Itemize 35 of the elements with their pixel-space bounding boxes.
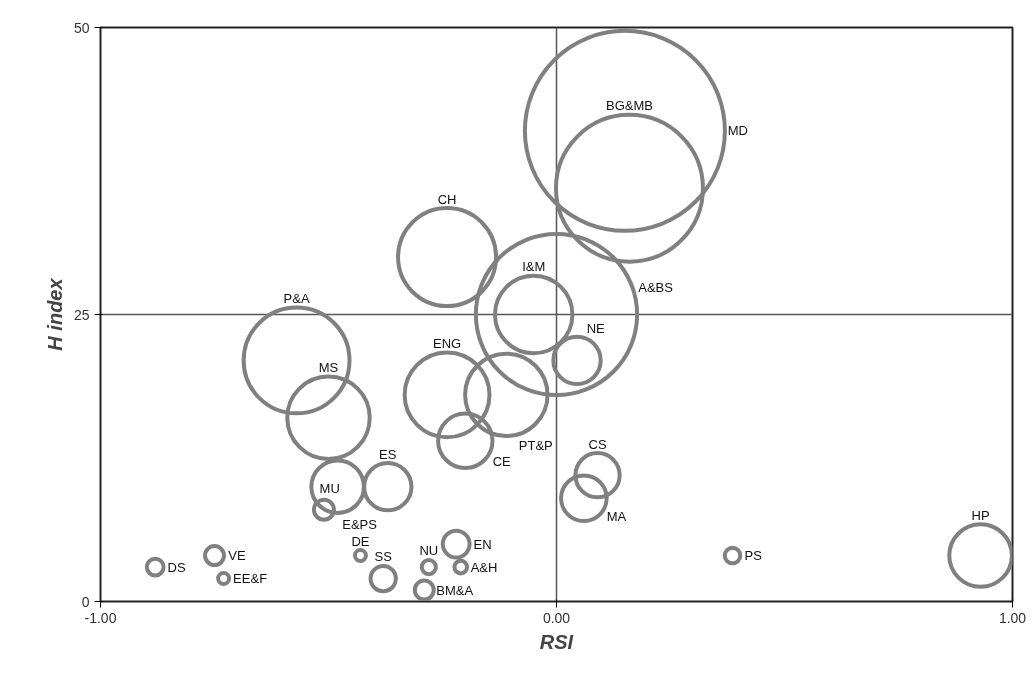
series-label: BM&A bbox=[436, 582, 474, 598]
series-label: I&M bbox=[522, 259, 546, 275]
series-label: PT&P bbox=[518, 438, 553, 454]
x-tick-label: -1.00 bbox=[84, 609, 117, 626]
series-label: MA bbox=[606, 509, 627, 525]
series-label: CS bbox=[588, 436, 607, 452]
y-axis-title: H index bbox=[43, 277, 66, 351]
series-label: ES bbox=[379, 446, 397, 462]
series-label: A&H bbox=[470, 559, 498, 575]
series-label: A&BS bbox=[638, 280, 674, 296]
series-label: CE bbox=[492, 454, 512, 470]
series-label: NE bbox=[586, 320, 606, 336]
series-label: PS bbox=[744, 548, 763, 564]
series-label: SS bbox=[374, 549, 393, 565]
series-label: MD bbox=[727, 123, 749, 139]
x-axis-title: RSI bbox=[539, 630, 574, 653]
series-label: DS bbox=[167, 559, 186, 575]
series-label: EN bbox=[473, 536, 492, 552]
series-label: NU bbox=[419, 543, 439, 559]
y-tick-label: 25 bbox=[73, 306, 90, 323]
x-tick-label: 1.00 bbox=[998, 609, 1027, 626]
series-label: VE bbox=[228, 548, 246, 564]
series-label: BG&MB bbox=[605, 98, 653, 114]
series-label: MU bbox=[319, 480, 340, 496]
series-label: E&PS bbox=[342, 517, 378, 533]
series-label: DE bbox=[351, 533, 370, 549]
y-tick-label: 50 bbox=[73, 19, 90, 36]
series-label: P&A bbox=[283, 291, 310, 306]
series-label: CH bbox=[437, 191, 457, 207]
x-tick-label: 0.00 bbox=[542, 609, 571, 626]
series-label: HP bbox=[971, 507, 990, 523]
series-label: MS bbox=[318, 360, 339, 376]
y-tick-label: 0 bbox=[81, 593, 90, 610]
series-label: EE&F bbox=[233, 571, 268, 587]
series-label: ENG bbox=[432, 335, 462, 351]
